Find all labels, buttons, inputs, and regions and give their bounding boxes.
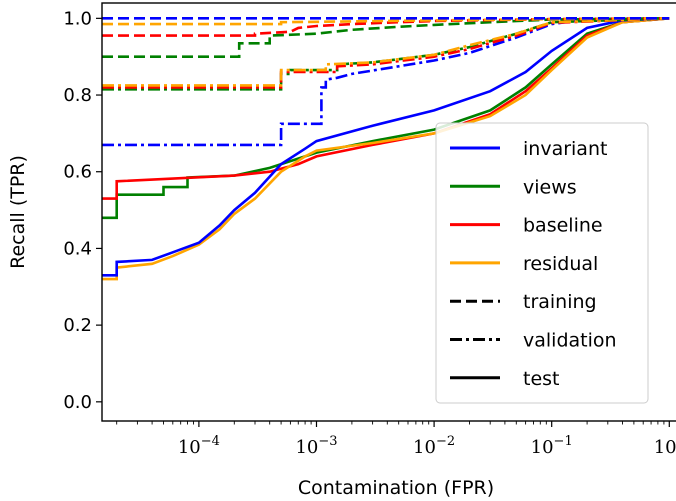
legend-box [435,122,649,404]
x-axis: 10−4 10−3 10−2 10−1 100 [116,421,676,458]
x-tick-label: 10−1 [531,434,573,458]
y-tick-label: 1.0 [63,8,92,29]
legend-label-residual: residual [523,253,598,275]
x-tick-label: 10−3 [295,434,337,458]
x-tick-label: 10−2 [413,434,455,458]
series-line-residual-test [102,17,670,281]
series-line-views-test [102,17,670,220]
legend-label-baseline: baseline [523,215,603,237]
y-axis: 0.0 0.2 0.4 0.6 0.8 1.0 [63,8,102,413]
legend-label-training: training [523,291,597,313]
legend-label-views: views [523,176,577,198]
y-tick-label: 0.8 [63,85,92,106]
x-axis-label: Contamination (FPR) [298,477,494,499]
y-axis-label: Recall (TPR) [7,155,29,269]
y-tick-label: 0.0 [63,392,92,413]
y-tick-label: 0.2 [63,315,92,336]
legend: invariant views baseline residual training va… [435,122,649,404]
x-tick-label: 10−4 [178,434,220,458]
series-line-invariant-validation [102,17,670,147]
plot-frame [101,2,676,422]
series-line-views-training [102,17,670,58]
legend-label-validation: validation [523,330,617,352]
legend-label-invariant: invariant [523,138,607,160]
y-tick-label: 0.4 [63,238,92,259]
series-line-residual-validation [102,17,670,87]
x-tick-label: 100 [654,434,676,458]
series-line-baseline-test [102,17,670,200]
series-line-invariant-test [102,17,670,277]
legend-label-test: test [523,368,560,390]
legend-entries: invariant views baseline residual training va… [450,138,617,390]
y-tick-label: 0.6 [63,162,92,183]
series-layer [102,17,670,281]
